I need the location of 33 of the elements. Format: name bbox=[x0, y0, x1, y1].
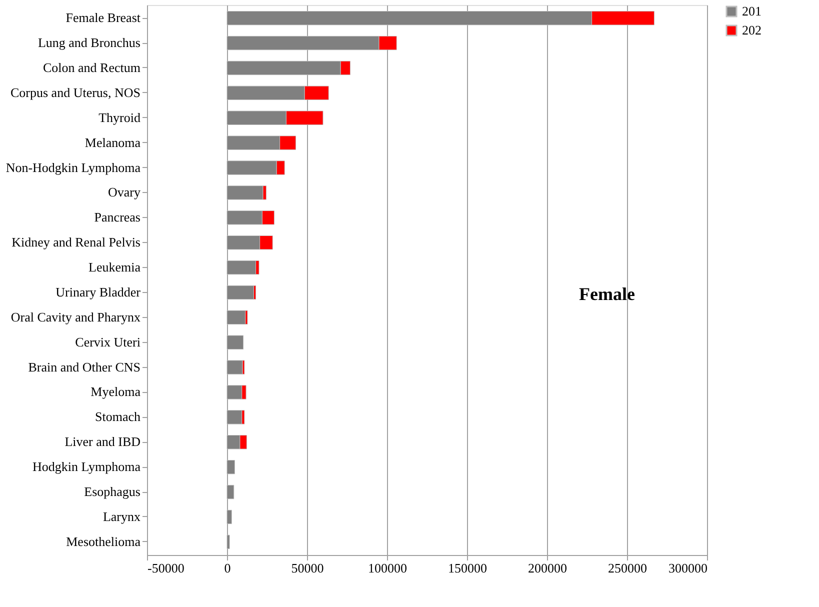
y-tick-label: Cervix Uteri bbox=[75, 334, 141, 350]
x-tick-label: 200000 bbox=[528, 560, 567, 576]
y-tick-label: Female Breast bbox=[66, 10, 141, 26]
y-tick-label: Myeloma bbox=[90, 384, 141, 400]
y-tick-label: Non-Hodgkin Lymphoma bbox=[6, 160, 141, 175]
y-tick-label: Stomach bbox=[95, 409, 141, 424]
y-tick-label: Lung and Bronchus bbox=[38, 35, 140, 50]
y-tick-label: Ovary bbox=[108, 184, 141, 200]
text: Female bbox=[579, 284, 635, 304]
x-tick-label: 250000 bbox=[608, 560, 647, 576]
y-tick-label: Oral Cavity and Pharynx bbox=[10, 309, 141, 324]
x-tick-label: 300000 bbox=[668, 560, 708, 576]
y-tick-label: Mesothelioma bbox=[66, 534, 141, 549]
y-tick-label: Pancreas bbox=[94, 210, 140, 225]
y-tick-label: Thyroid bbox=[98, 110, 141, 125]
legend-label: 202 bbox=[742, 22, 762, 38]
x-tick-label: -50000 bbox=[148, 560, 184, 576]
y-tick-label: Esophagus bbox=[84, 484, 140, 500]
x-tick-label: 150000 bbox=[448, 560, 487, 576]
y-tick-label: Colon and Rectum bbox=[43, 60, 140, 75]
y-tick-label: Leukemia bbox=[88, 260, 141, 275]
y-tick-label: Liver and IBD bbox=[64, 434, 140, 450]
y-tick-label: Larynx bbox=[102, 508, 141, 524]
legend-label: 201 bbox=[742, 4, 762, 18]
x-tick-label: 0 bbox=[224, 560, 231, 576]
y-tick-label: Corpus and Uterus, NOS bbox=[10, 84, 140, 100]
y-tick-label: Hodgkin Lymphoma bbox=[32, 459, 141, 474]
x-tick-label: 100000 bbox=[368, 560, 407, 576]
x-tick-label: 50000 bbox=[291, 560, 324, 576]
y-tick-label: Urinary Bladder bbox=[56, 284, 142, 300]
y-tick-label: Melanoma bbox=[84, 134, 141, 150]
y-tick-label: Kidney and Renal Pelvis bbox=[12, 234, 140, 250]
y-tick-label: Brain and Other CNS bbox=[28, 359, 140, 374]
